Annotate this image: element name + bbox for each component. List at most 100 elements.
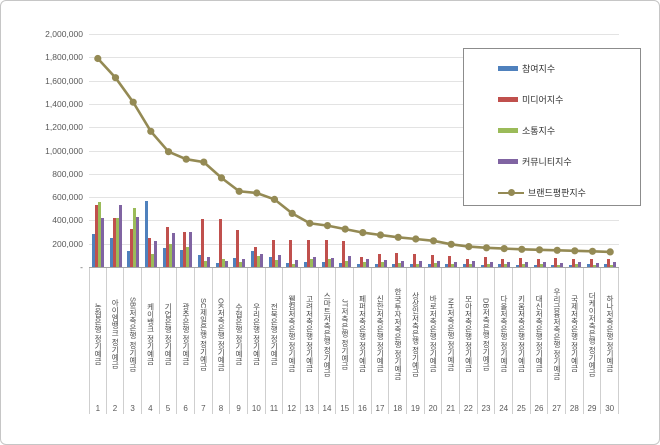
- bar-media-index: [165, 227, 169, 267]
- bar-community-index: [524, 262, 528, 267]
- y-tick-label: 1,800,000: [45, 52, 83, 63]
- marker-brand-reputation-index: 더케이저축은행 정기예금 브랜드평판지수: 135,000: [588, 247, 597, 255]
- bar-participation-index: [197, 254, 201, 267]
- legend-swatch-community-index: [498, 158, 518, 164]
- marker-brand-reputation-index: JT저축은행 정기예금 브랜드평판지수: 325,000: [341, 225, 349, 233]
- legend-item-participation-index: 참여지수: [464, 56, 640, 80]
- plot-area: 농협은행 정기예금 브랜드평판지수: 1,790,000 아이엠뱅크 정기예금 브…: [89, 34, 619, 267]
- bar-participation-index: [215, 262, 219, 267]
- bar-community-index: [560, 262, 564, 267]
- bar-community-index: [100, 218, 104, 267]
- x-category-label: 국제저축은행 정기예금: [570, 295, 580, 373]
- bar-participation-index: [604, 264, 608, 267]
- gridline: [89, 220, 619, 222]
- x-category-label: 한국투자저축은행 정기예금: [393, 287, 403, 381]
- bar-community-index: [224, 260, 228, 267]
- bar-media-index: [589, 259, 593, 267]
- gridline: [89, 243, 619, 245]
- bar-media-index: [218, 218, 222, 267]
- bar-participation-index: [233, 257, 237, 267]
- bar-media-index: [554, 257, 558, 267]
- x-category-label: 신한저축은행 정기예금: [375, 295, 385, 373]
- bar-participation-index: [127, 250, 131, 267]
- x-rank-number: 28: [569, 404, 579, 413]
- gridline: [89, 103, 619, 105]
- x-rank-number: 18: [393, 404, 403, 413]
- marker-brand-reputation-index: 우리은행 정기예금 브랜드평판지수: 635,000: [253, 189, 261, 197]
- bar-communication-index: [168, 243, 172, 267]
- x-category-cell: 아이엠뱅크 정기예금 2: [107, 268, 125, 414]
- bar-media-index: [536, 258, 540, 267]
- bar-media-index: [289, 240, 293, 267]
- x-rank-number: 21: [446, 404, 456, 413]
- x-rank-number: 26: [534, 404, 544, 413]
- x-category-cell: 기업은행 정기예금 5: [160, 268, 178, 414]
- x-category-label: 웰컴저축은행 정기예금: [287, 295, 297, 373]
- x-category-cell: DB저축은행 정기예금 23: [478, 268, 496, 414]
- x-category-label: 전북은행 정기예금: [269, 302, 279, 366]
- bar-participation-index: [162, 248, 166, 267]
- bar-participation-index: [339, 262, 343, 267]
- bar-participation-index: [427, 264, 431, 267]
- bar-media-index: [465, 258, 469, 267]
- y-tick-label: 1,000,000: [45, 145, 83, 156]
- bar-communication-index: [610, 264, 614, 267]
- marker-brand-reputation-index: 고려저축은행 정기예금 브랜드평판지수: 375,000: [306, 219, 314, 227]
- bar-community-index: [153, 240, 157, 267]
- x-category-cell: 스마트저축은행 정기예금 14: [319, 268, 337, 414]
- bar-media-index: [483, 256, 487, 267]
- x-category-label: 더케이저축은행 정기예금: [587, 291, 597, 377]
- bar-participation-index: [445, 263, 449, 267]
- bar-communication-index: [345, 260, 349, 267]
- legend-item-media-index: 미디어지수: [464, 87, 640, 111]
- bar-media-index: [324, 239, 328, 267]
- marker-brand-reputation-index: 케이뱅크 정기예금 브랜드평판지수: 1,165,000: [147, 127, 155, 135]
- x-rank-number: 12: [287, 404, 297, 413]
- marker-brand-reputation-index: 전북은행 정기예금 브랜드평판지수: 580,000: [270, 195, 279, 203]
- x-category-cell: 신한저축은행 정기예금 17: [372, 268, 390, 414]
- bar-communication-index: [133, 207, 137, 267]
- line-series-layer: 농협은행 정기예금 브랜드평판지수: 1,790,000 아이엠뱅크 정기예금 브…: [94, 54, 614, 256]
- bar-communication-index: [186, 247, 190, 267]
- bar-media-index: [236, 230, 240, 267]
- bar-communication-index: [486, 264, 490, 267]
- x-rank-number: 2: [112, 404, 118, 413]
- gridline: [89, 173, 619, 175]
- bar-media-index: [94, 205, 98, 267]
- bar-participation-index: [144, 200, 148, 267]
- bar-participation-index: [268, 257, 272, 267]
- legend-swatch-participation-index: [498, 65, 518, 71]
- bar-participation-index: [551, 264, 555, 267]
- x-category-label: DB저축은행 정기예금: [481, 297, 491, 371]
- x-category-cell: 키움저축은행 정기예금 25: [513, 268, 531, 414]
- marker-brand-reputation-index: 대신저축은행 정기예금 브랜드평판지수: 148,000: [535, 246, 544, 254]
- bar-media-index: [377, 253, 381, 267]
- marker-brand-reputation-index: 스마트저축은행 정기예금 브랜드평판지수: 355,000: [323, 222, 332, 230]
- x-rank-number: 20: [428, 404, 438, 413]
- bar-participation-index: [250, 250, 254, 267]
- bar-communication-index: [521, 264, 525, 267]
- x-category-label: 상상인저축은행 정기예금: [411, 291, 421, 377]
- x-category-cell: 더케이저축은행 정기예금 29: [584, 268, 602, 414]
- legend-label-media-index: 미디어지수: [522, 94, 564, 105]
- legend-swatch-communication-index: [498, 127, 518, 133]
- x-category-cell: 페퍼저축은행 정기예금 16: [354, 268, 372, 414]
- marker-brand-reputation-index: 아이엠뱅크 정기예금 브랜드평판지수: 1,625,000: [111, 74, 120, 82]
- x-category-cell: 광주은행 정기예금 6: [177, 268, 195, 414]
- bar-communication-index: [292, 263, 296, 267]
- x-rank-number: 5: [165, 404, 171, 413]
- x-category-cell: 바로저축은행 정기예금 20: [425, 268, 443, 414]
- bar-media-index: [342, 240, 346, 267]
- x-category-cell: 케이뱅크 정기예금 4: [142, 268, 160, 414]
- y-tick-label: 600,000: [52, 192, 83, 203]
- bar-community-index: [613, 262, 617, 267]
- marker-brand-reputation-index: 하나저축은행 정기예금 브랜드평판지수: 130,000: [606, 248, 614, 256]
- marker-brand-reputation-index: 국제저축은행 정기예금 브랜드평판지수: 139,000: [571, 247, 579, 255]
- x-category-cell: 하나저축은행 정기예금 30: [601, 268, 619, 414]
- x-category-cell: 우리은행 정기예금 10: [248, 268, 266, 414]
- x-category-label: 수협은행 정기예금: [234, 302, 244, 366]
- y-tick-label: 1,200,000: [45, 122, 83, 133]
- x-rank-number: 10: [251, 404, 261, 413]
- x-rank-number: 16: [357, 404, 367, 413]
- bar-media-index: [518, 258, 522, 267]
